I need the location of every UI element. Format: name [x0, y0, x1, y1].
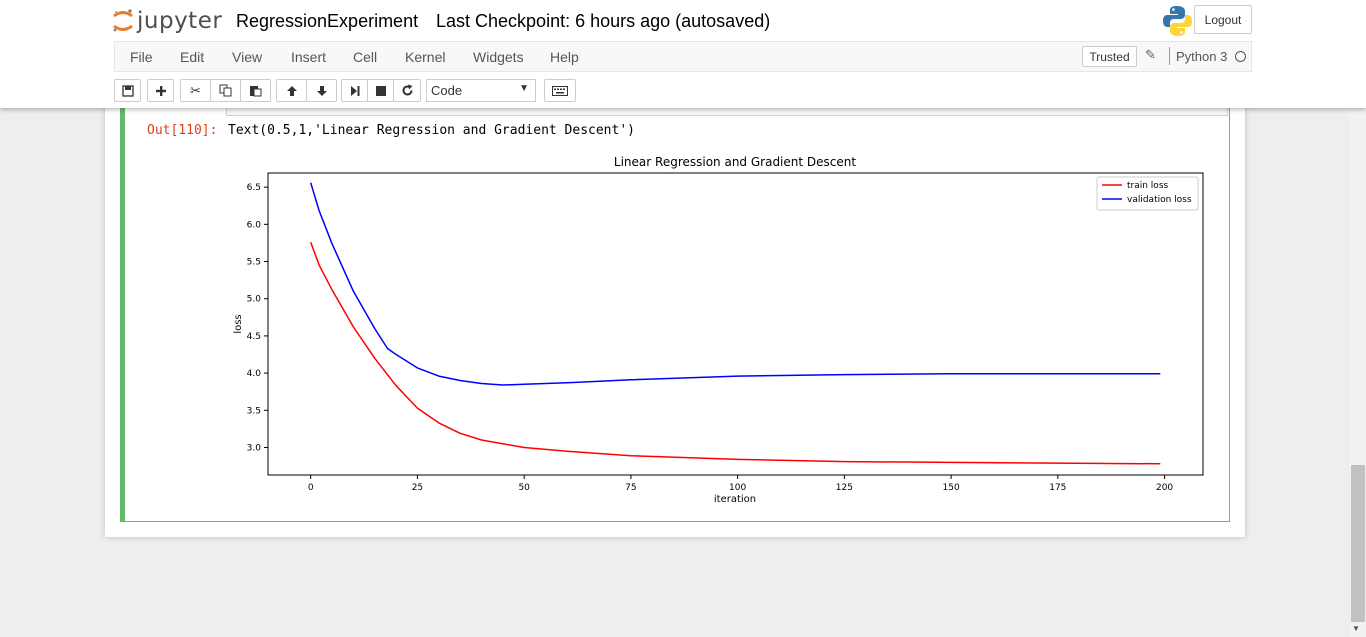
- x-tick-label: 25: [412, 483, 423, 493]
- restart-button[interactable]: [393, 79, 421, 102]
- chart-lines: [309, 182, 1161, 465]
- output-text: Text(0.5,1,'Linear Regression and Gradie…: [228, 123, 635, 138]
- menu-cell[interactable]: Cell: [353, 49, 378, 65]
- cell-type-select[interactable]: Code ▼: [426, 79, 536, 102]
- y-tick-label: 6.0: [247, 220, 262, 230]
- move-up-button[interactable]: [276, 79, 307, 102]
- y-axis-label: loss: [233, 314, 244, 333]
- cut-button[interactable]: ✂: [180, 79, 211, 102]
- x-tick-label: 125: [836, 483, 853, 493]
- chart-legend: train loss validation loss: [1096, 176, 1199, 211]
- y-tick-label: 3.5: [247, 406, 261, 416]
- plus-icon: [155, 85, 166, 96]
- legend-label-train: train loss: [1127, 181, 1169, 191]
- y-tick-label: 5.5: [247, 258, 261, 268]
- save-button[interactable]: [114, 79, 141, 102]
- notebook-header: jupyter RegressionExperiment Last Checkp…: [0, 0, 1366, 108]
- menu-insert[interactable]: Insert: [291, 49, 327, 65]
- keyboard-icon: [552, 85, 568, 96]
- logo-text: jupyter: [137, 8, 223, 34]
- copy-button[interactable]: [210, 79, 241, 102]
- x-tick-label: 100: [729, 483, 746, 493]
- insert-cell-button[interactable]: [147, 79, 174, 102]
- logout-button[interactable]: Logout: [1194, 5, 1252, 34]
- validation-loss-line: [309, 182, 1161, 386]
- x-tick-label: 75: [625, 483, 636, 493]
- copy-icon: [219, 84, 232, 97]
- x-tick-label: 50: [518, 483, 530, 493]
- menu-view[interactable]: View: [232, 49, 263, 65]
- restart-icon: [402, 84, 412, 96]
- kernel-name[interactable]: Python 3: [1176, 49, 1228, 64]
- kernel-idle-icon: [1235, 51, 1246, 62]
- output-prompt: Out[110]:: [147, 123, 218, 138]
- menu-help[interactable]: Help: [550, 49, 579, 65]
- x-tick-label: 0: [308, 483, 314, 493]
- paste-button[interactable]: [240, 79, 271, 102]
- stop-icon: [375, 85, 386, 96]
- arrow-down-icon: [316, 85, 327, 96]
- x-axis-label: iteration: [714, 494, 756, 505]
- x-tick-label: 200: [1156, 483, 1173, 493]
- cut-icon: ✂: [190, 82, 201, 98]
- y-tick-label: 5.0: [247, 295, 262, 305]
- run-icon: [350, 85, 359, 96]
- menu-edit[interactable]: Edit: [180, 49, 205, 65]
- interrupt-button[interactable]: [367, 79, 394, 102]
- x-tick-label: 150: [943, 483, 960, 493]
- pencil-icon[interactable]: ✎: [1145, 47, 1156, 62]
- cell-type-value: Code: [431, 83, 463, 98]
- legend-label-validation: validation loss: [1127, 195, 1192, 205]
- plot-frame: [267, 172, 1204, 476]
- scroll-down-arrow-icon[interactable]: ▼: [1352, 624, 1360, 633]
- legend-box: [1096, 176, 1199, 211]
- x-tick-label: 175: [1049, 483, 1066, 493]
- menu-widgets[interactable]: Widgets: [473, 49, 524, 65]
- menu-bar: File Edit View Insert Cell Kernel Widget…: [114, 41, 1252, 72]
- y-tick-label: 6.5: [247, 183, 261, 193]
- jupyter-logo[interactable]: jupyter: [112, 6, 222, 36]
- save-icon: [121, 84, 134, 97]
- page-scrollbar-thumb[interactable]: [1351, 465, 1365, 622]
- y-tick-label: 4.0: [247, 369, 262, 379]
- menu-kernel[interactable]: Kernel: [405, 49, 446, 65]
- notebook-name[interactable]: RegressionExperiment: [236, 11, 419, 31]
- menu-file[interactable]: File: [130, 49, 153, 65]
- y-tick-label: 3.0: [247, 443, 262, 453]
- loss-chart: Linear Regression and Gradient Descent 0…: [233, 155, 1204, 505]
- caret-down-icon: ▼: [519, 83, 529, 94]
- train-loss-line: [309, 241, 1161, 465]
- chart-title: Linear Regression and Gradient Descent: [614, 155, 856, 169]
- paste-icon: [250, 86, 262, 97]
- y-tick-label: 4.5: [247, 332, 261, 342]
- run-button[interactable]: [341, 79, 368, 102]
- move-down-button[interactable]: [306, 79, 337, 102]
- jupyter-icon: [113, 9, 133, 32]
- checkpoint-status: Last Checkpoint: 6 hours ago (autosaved): [436, 11, 771, 31]
- chart-ticks: 0 25 50 75 100 125 150 175 200 3.0 3.5 4.0 4.5 5.0 5.5…: [247, 183, 1174, 493]
- arrow-up-icon: [286, 85, 297, 96]
- python-logo-icon: [1163, 6, 1192, 36]
- command-palette-button[interactable]: [544, 79, 576, 102]
- trusted-indicator[interactable]: Trusted: [1082, 46, 1137, 67]
- kernel-separator: [1169, 47, 1170, 65]
